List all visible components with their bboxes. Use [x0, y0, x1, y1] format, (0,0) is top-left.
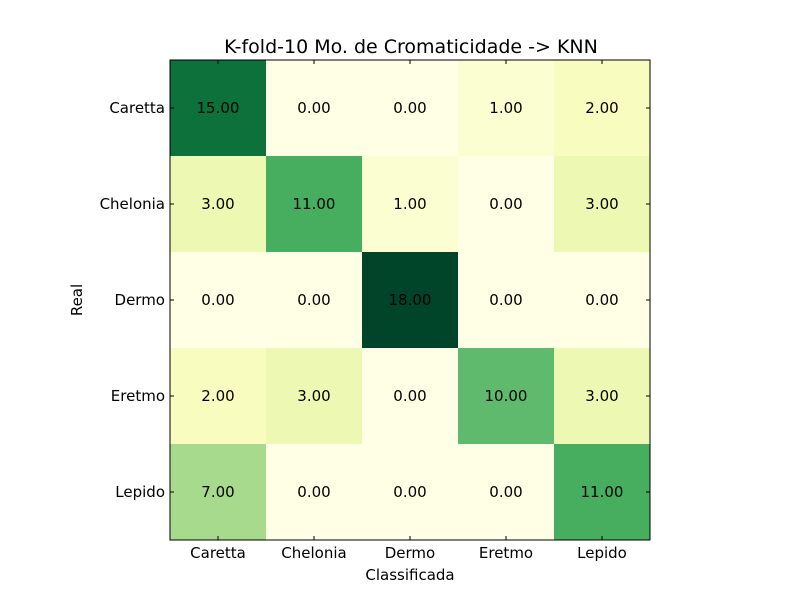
- heatmap-cell: [458, 60, 555, 157]
- cell-value-label: 0.00: [585, 291, 618, 309]
- cell-value-label: 7.00: [201, 483, 234, 501]
- cell-value-label: 0.00: [393, 99, 426, 117]
- heatmap-cell: [362, 252, 459, 349]
- heatmap-cell: [266, 348, 363, 445]
- cell-value-label: 3.00: [585, 195, 618, 213]
- heatmap-cell: [554, 348, 651, 445]
- heatmap-cell: [266, 60, 363, 157]
- heatmap-cell: [170, 444, 267, 541]
- y-tick-label: Eretmo: [111, 387, 165, 405]
- cell-value-label: 1.00: [489, 99, 522, 117]
- x-tick-label: Caretta: [190, 544, 246, 562]
- cell-value-label: 3.00: [297, 387, 330, 405]
- axis-ticks: [170, 60, 650, 540]
- heatmap-cell: [266, 444, 363, 541]
- y-tick-label: Lepido: [115, 483, 165, 501]
- heatmap-cell: [458, 348, 555, 445]
- heatmap-cell: [362, 444, 459, 541]
- heatmap-cell: [554, 60, 651, 157]
- heatmap-cell-labels: 15.00 0.00 0.00 1.00 2.00 3.00 11.00 1.00 0.00 3.…: [197, 99, 624, 501]
- cell-value-label: 11.00: [293, 195, 336, 213]
- cell-value-label: 0.00: [393, 483, 426, 501]
- x-tick-labels: Caretta Chelonia Dermo Eretmo Lepido: [190, 544, 627, 562]
- cell-value-label: 15.00: [197, 99, 240, 117]
- heatmap-cell: [554, 252, 651, 349]
- x-tick-label: Eretmo: [479, 544, 533, 562]
- heatmap-cell: [170, 252, 267, 349]
- cell-value-label: 11.00: [581, 483, 624, 501]
- heatmap-cell: [554, 444, 651, 541]
- y-tick-labels: Caretta Chelonia Dermo Eretmo Lepido: [100, 99, 165, 501]
- cell-value-label: 10.00: [485, 387, 528, 405]
- x-axis-label: Classificada: [365, 566, 454, 584]
- x-tick-label: Dermo: [385, 544, 435, 562]
- cell-value-label: 0.00: [297, 291, 330, 309]
- cell-value-label: 3.00: [201, 195, 234, 213]
- cell-value-label: 2.00: [585, 99, 618, 117]
- x-tick-label: Chelonia: [281, 544, 346, 562]
- heatmap-cell: [266, 156, 363, 253]
- heatmap-cell: [362, 60, 459, 157]
- cell-value-label: 2.00: [201, 387, 234, 405]
- y-tick-label: Chelonia: [100, 195, 165, 213]
- heatmap-cell: [458, 252, 555, 349]
- cell-value-label: 18.00: [389, 291, 432, 309]
- y-axis-label: Real: [68, 284, 86, 316]
- heatmap-cell: [170, 348, 267, 445]
- heatmap-cell: [266, 252, 363, 349]
- heatmap-cells: [170, 60, 651, 541]
- y-tick-label: Dermo: [115, 291, 165, 309]
- heatmap-cell: [554, 156, 651, 253]
- heatmap-cell: [362, 348, 459, 445]
- heatmap-cell: [362, 156, 459, 253]
- cell-value-label: 0.00: [489, 483, 522, 501]
- cell-value-label: 0.00: [489, 291, 522, 309]
- y-tick-label: Caretta: [109, 99, 165, 117]
- cell-value-label: 1.00: [393, 195, 426, 213]
- heatmap-cell: [170, 156, 267, 253]
- heatmap-cell: [170, 60, 267, 157]
- chart-title: K-fold-10 Mo. de Cromaticidade -> KNN: [224, 36, 598, 58]
- cell-value-label: 0.00: [297, 99, 330, 117]
- cell-value-label: 3.00: [585, 387, 618, 405]
- heatmap-cell: [458, 156, 555, 253]
- heatmap-cell: [458, 444, 555, 541]
- cell-value-label: 0.00: [489, 195, 522, 213]
- cell-value-label: 0.00: [201, 291, 234, 309]
- cell-value-label: 0.00: [393, 387, 426, 405]
- x-tick-label: Lepido: [577, 544, 627, 562]
- cell-value-label: 0.00: [297, 483, 330, 501]
